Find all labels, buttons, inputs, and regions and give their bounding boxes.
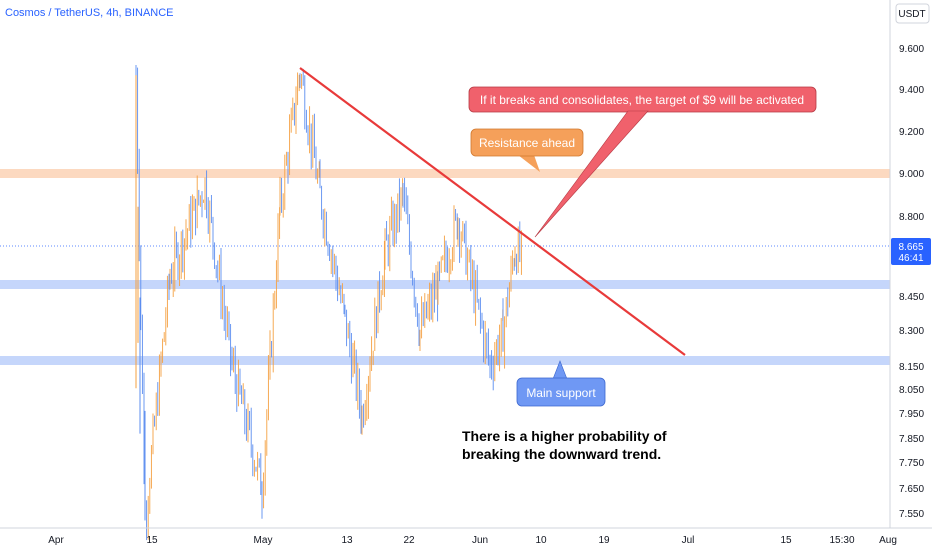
symbol-title[interactable]: Cosmos / TetherUS, 4h, BINANCE [5, 7, 174, 19]
support-callout-text: Main support [526, 386, 596, 400]
target-callout-pointer [534, 110, 649, 238]
y-tick-label: 7.550 [899, 509, 924, 520]
candles-group [135, 65, 522, 541]
current-price-value: 8.665 [898, 242, 923, 253]
x-tick-label: May [254, 535, 273, 546]
x-tick-label: Jul [682, 535, 695, 546]
y-tick-label: 8.050 [899, 385, 924, 396]
x-tick-label: 10 [535, 535, 547, 546]
support-callout[interactable]: Main support [516, 360, 606, 407]
support-callout-box [516, 377, 606, 407]
resistance-callout-box [470, 128, 584, 157]
x-tick-label: 19 [598, 535, 610, 546]
resistance-band[interactable] [0, 169, 890, 178]
note-line-1: There is a higher probability of [462, 428, 667, 444]
y-tick-label: 9.200 [899, 127, 924, 138]
x-tick-label: 15:30 [829, 535, 854, 546]
current-price-tag[interactable] [891, 238, 931, 265]
target-callout-text: If it breaks and consolidates, the targe… [480, 93, 804, 107]
y-tick-label: 8.800 [899, 212, 924, 223]
y-tick-label: 9.600 [899, 44, 924, 55]
x-tick-label: Apr [48, 535, 64, 546]
main-support-band[interactable] [0, 356, 890, 365]
x-axis-ticks: Apr 15 May 13 22 Jun 10 19 Jul 15 15:30 Aug [48, 535, 897, 546]
x-tick-label: Aug [879, 535, 897, 546]
x-tick-label: 15 [780, 535, 792, 546]
y-tick-label: 8.300 [899, 326, 924, 337]
y-tick-label: 8.450 [899, 292, 924, 303]
x-tick-label: 22 [403, 535, 415, 546]
resistance-callout[interactable]: Resistance ahead [470, 128, 584, 172]
x-tick-label: 15 [146, 535, 158, 546]
y-tick-label: 7.850 [899, 434, 924, 445]
currency-label: USDT [898, 9, 925, 20]
y-tick-label: 8.150 [899, 362, 924, 373]
note-line-2: breaking the downward trend. [462, 446, 661, 462]
x-tick-label: Jun [472, 535, 488, 546]
y-tick-label: 9.000 [899, 169, 924, 180]
resistance-callout-pointer [518, 155, 540, 172]
downward-trendline[interactable] [299, 67, 686, 356]
y-axis-ticks: 9.600 9.400 9.200 9.000 8.800 8.450 8.300 8.150… [899, 44, 924, 520]
y-tick-label: 7.950 [899, 409, 924, 420]
currency-badge[interactable] [895, 3, 930, 24]
y-tick-label: 9.400 [899, 85, 924, 96]
x-tick-label: 13 [341, 535, 353, 546]
y-tick-label: 7.750 [899, 458, 924, 469]
current-price-countdown: 46:41 [898, 253, 923, 264]
support-band-upper[interactable] [0, 280, 890, 289]
target-callout[interactable]: If it breaks and consolidates, the targe… [468, 86, 817, 238]
resistance-callout-text: Resistance ahead [479, 136, 575, 150]
y-tick-label: 7.650 [899, 484, 924, 495]
